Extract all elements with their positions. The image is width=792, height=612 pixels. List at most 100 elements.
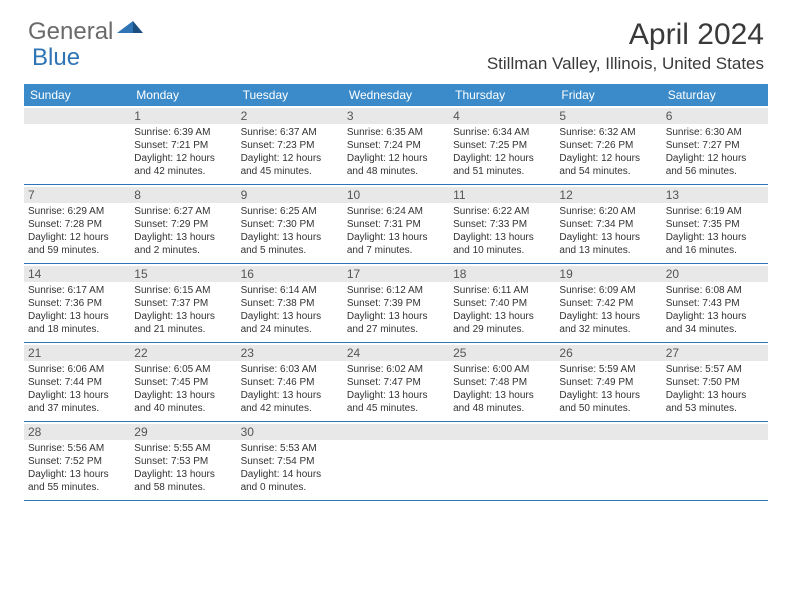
- day-details: Sunrise: 6:17 AMSunset: 7:36 PMDaylight:…: [28, 284, 126, 336]
- day-number: 3: [343, 108, 449, 124]
- day-cell-empty: [555, 422, 661, 500]
- day-cell-empty: [449, 422, 555, 500]
- daylight-label: Daylight: 13 hours and 2 minutes.: [134, 231, 232, 257]
- day-details: Sunrise: 6:32 AMSunset: 7:26 PMDaylight:…: [559, 126, 657, 178]
- weeks-container: 1Sunrise: 6:39 AMSunset: 7:21 PMDaylight…: [24, 106, 768, 501]
- sunset-label: Sunset: 7:24 PM: [347, 139, 445, 152]
- sunset-label: Sunset: 7:21 PM: [134, 139, 232, 152]
- daylight-label: Daylight: 13 hours and 13 minutes.: [559, 231, 657, 257]
- sunrise-label: Sunrise: 6:34 AM: [453, 126, 551, 139]
- sunrise-label: Sunrise: 6:14 AM: [241, 284, 339, 297]
- day-cell-empty: [343, 422, 449, 500]
- day-details: Sunrise: 6:29 AMSunset: 7:28 PMDaylight:…: [28, 205, 126, 257]
- day-number: 19: [555, 266, 661, 282]
- daylight-label: Daylight: 14 hours and 0 minutes.: [241, 468, 339, 494]
- day-details: Sunrise: 6:19 AMSunset: 7:35 PMDaylight:…: [666, 205, 764, 257]
- sunrise-label: Sunrise: 6:39 AM: [134, 126, 232, 139]
- col-tuesday: Tuesday: [237, 84, 343, 106]
- day-number: 26: [555, 345, 661, 361]
- day-details: Sunrise: 6:30 AMSunset: 7:27 PMDaylight:…: [666, 126, 764, 178]
- sunset-label: Sunset: 7:44 PM: [28, 376, 126, 389]
- sunset-label: Sunset: 7:39 PM: [347, 297, 445, 310]
- sunset-label: Sunset: 7:47 PM: [347, 376, 445, 389]
- day-details: Sunrise: 6:08 AMSunset: 7:43 PMDaylight:…: [666, 284, 764, 336]
- sunrise-label: Sunrise: 6:05 AM: [134, 363, 232, 376]
- sunset-label: Sunset: 7:54 PM: [241, 455, 339, 468]
- day-cell: 16 Sunrise: 6:14 AMSunset: 7:38 PMDayligh…: [237, 264, 343, 342]
- day-details: Sunrise: 6:25 AMSunset: 7:30 PMDaylight:…: [241, 205, 339, 257]
- day-cell: 12Sunrise: 6:20 AMSunset: 7:34 PMDayligh…: [555, 185, 661, 263]
- sunrise-label: Sunrise: 5:59 AM: [559, 363, 657, 376]
- daylight-label: Daylight: 13 hours and 48 minutes.: [453, 389, 551, 415]
- title-block: April 2024 Stillman Valley, Illinois, Un…: [487, 18, 764, 74]
- sunrise-label: Sunrise: 6:25 AM: [241, 205, 339, 218]
- sunrise-label: Sunrise: 6:00 AM: [453, 363, 551, 376]
- day-cell: 23Sunrise: 6:03 AMSunset: 7:46 PMDayligh…: [237, 343, 343, 421]
- daylight-label: Daylight: 13 hours and 55 minutes.: [28, 468, 126, 494]
- day-cell: 19Sunrise: 6:09 AMSunset: 7:42 PMDayligh…: [555, 264, 661, 342]
- day-details: Sunrise: 5:55 AMSunset: 7:53 PMDaylight:…: [134, 442, 232, 494]
- sunset-label: Sunset: 7:52 PM: [28, 455, 126, 468]
- day-details: Sunrise: 5:59 AMSunset: 7:49 PMDaylight:…: [559, 363, 657, 415]
- daylight-label: Daylight: 13 hours and 50 minutes.: [559, 389, 657, 415]
- daylight-label: Daylight: 13 hours and 53 minutes.: [666, 389, 764, 415]
- day-details: Sunrise: 6:22 AMSunset: 7:33 PMDaylight:…: [453, 205, 551, 257]
- week-row: 21Sunrise: 6:06 AMSunset: 7:44 PMDayligh…: [24, 343, 768, 422]
- day-number: 29: [130, 424, 236, 440]
- sunset-label: Sunset: 7:31 PM: [347, 218, 445, 231]
- day-cell: 17Sunrise: 6:12 AMSunset: 7:39 PMDayligh…: [343, 264, 449, 342]
- week-row: 28Sunrise: 5:56 AMSunset: 7:52 PMDayligh…: [24, 422, 768, 501]
- day-cell: 8Sunrise: 6:27 AMSunset: 7:29 PMDaylight…: [130, 185, 236, 263]
- daylight-label: Daylight: 12 hours and 51 minutes.: [453, 152, 551, 178]
- day-details: Sunrise: 6:35 AMSunset: 7:24 PMDaylight:…: [347, 126, 445, 178]
- day-number: 14: [24, 266, 130, 282]
- sunset-label: Sunset: 7:38 PM: [241, 297, 339, 310]
- day-number: 30: [237, 424, 343, 440]
- col-friday: Friday: [555, 84, 661, 106]
- daylight-label: Daylight: 13 hours and 34 minutes.: [666, 310, 764, 336]
- day-cell-empty: [24, 106, 130, 184]
- day-cell: 4Sunrise: 6:34 AMSunset: 7:25 PMDaylight…: [449, 106, 555, 184]
- day-number: 25: [449, 345, 555, 361]
- day-number: 24: [343, 345, 449, 361]
- col-saturday: Saturday: [662, 84, 768, 106]
- day-number-empty: [662, 424, 768, 440]
- sunrise-label: Sunrise: 6:27 AM: [134, 205, 232, 218]
- sunset-label: Sunset: 7:35 PM: [666, 218, 764, 231]
- col-sunday: Sunday: [24, 84, 130, 106]
- header: General April 2024 Stillman Valley, Illi…: [0, 0, 792, 78]
- location-label: Stillman Valley, Illinois, United States: [487, 54, 764, 74]
- day-cell-empty: [662, 422, 768, 500]
- sunrise-label: Sunrise: 5:55 AM: [134, 442, 232, 455]
- daylight-label: Daylight: 13 hours and 7 minutes.: [347, 231, 445, 257]
- day-details: Sunrise: 6:02 AMSunset: 7:47 PMDaylight:…: [347, 363, 445, 415]
- sunrise-label: Sunrise: 6:19 AM: [666, 205, 764, 218]
- day-number: 20: [662, 266, 768, 282]
- day-number: 12: [555, 187, 661, 203]
- day-cell: 10Sunrise: 6:24 AMSunset: 7:31 PMDayligh…: [343, 185, 449, 263]
- day-number: 4: [449, 108, 555, 124]
- day-cell: 5Sunrise: 6:32 AMSunset: 7:26 PMDaylight…: [555, 106, 661, 184]
- sunrise-label: Sunrise: 6:35 AM: [347, 126, 445, 139]
- day-cell: 9Sunrise: 6:25 AMSunset: 7:30 PMDaylight…: [237, 185, 343, 263]
- sunset-label: Sunset: 7:26 PM: [559, 139, 657, 152]
- day-cell: 26 Sunrise: 5:59 AMSunset: 7:49 PMDayligh…: [555, 343, 661, 421]
- sunset-label: Sunset: 7:27 PM: [666, 139, 764, 152]
- calendar-header-row: Sunday Monday Tuesday Wednesday Thursday…: [24, 84, 768, 106]
- day-number: 7: [24, 187, 130, 203]
- day-cell: 7 Sunrise: 6:29 AMSunset: 7:28 PMDaylight…: [24, 185, 130, 263]
- sunset-label: Sunset: 7:34 PM: [559, 218, 657, 231]
- sunrise-label: Sunrise: 6:29 AM: [28, 205, 126, 218]
- day-details: Sunrise: 5:53 AMSunset: 7:54 PMDaylight:…: [241, 442, 339, 494]
- day-number: 27: [662, 345, 768, 361]
- day-details: Sunrise: 6:14 AMSunset: 7:38 PMDaylight:…: [241, 284, 339, 336]
- day-details: Sunrise: 6:24 AMSunset: 7:31 PMDaylight:…: [347, 205, 445, 257]
- day-details: Sunrise: 6:00 AMSunset: 7:48 PMDaylight:…: [453, 363, 551, 415]
- sunrise-label: Sunrise: 6:32 AM: [559, 126, 657, 139]
- daylight-label: Daylight: 13 hours and 18 minutes.: [28, 310, 126, 336]
- sunset-label: Sunset: 7:43 PM: [666, 297, 764, 310]
- sunrise-label: Sunrise: 6:09 AM: [559, 284, 657, 297]
- sunset-label: Sunset: 7:30 PM: [241, 218, 339, 231]
- sunrise-label: Sunrise: 6:15 AM: [134, 284, 232, 297]
- day-number: 16: [237, 266, 343, 282]
